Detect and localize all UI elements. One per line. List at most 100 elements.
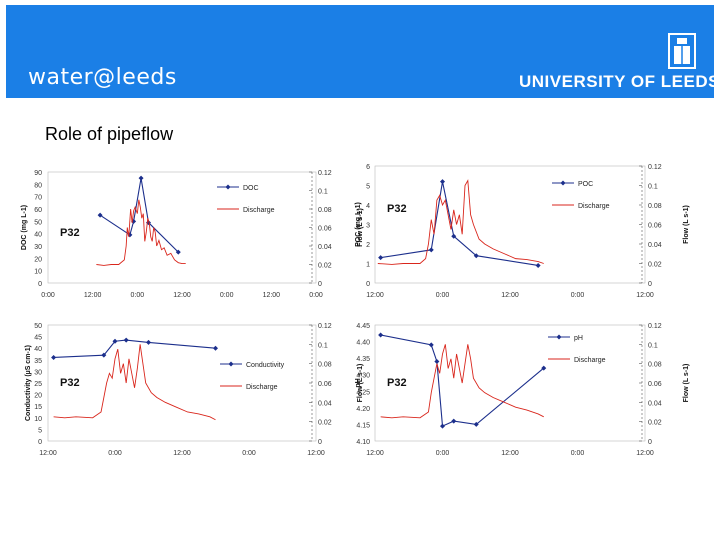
chart-panel-1: 0 10 20 30 40 50 60 70 80 90 0 0.02 0.04 0.06 0.08 0.1 0… <box>21 170 364 299</box>
plot-area <box>47 324 317 442</box>
y-tick-label: 20 <box>34 256 42 263</box>
y2-tick-label: 0.06 <box>318 381 332 388</box>
y-tick-label: 40 <box>34 346 42 353</box>
y2-axis-label: Flow (L s-1) <box>357 364 364 403</box>
y2-tick-label: 0 <box>318 439 322 446</box>
y-tick-label: 4.15 <box>356 422 370 429</box>
y-tick-label: 90 <box>34 170 42 177</box>
y2-tick-label: 0 <box>648 281 652 288</box>
y-tick-label: 6 <box>366 164 370 171</box>
site-label: P32 <box>387 377 407 389</box>
legend-label: Discharge <box>578 203 610 210</box>
legend-label: DOC <box>243 185 259 192</box>
y2-tick-label: 0 <box>648 439 652 446</box>
y-tick-label: 50 <box>34 219 42 226</box>
y-tick-label: 4.10 <box>356 439 370 446</box>
legend-marker <box>560 180 566 186</box>
data-point <box>440 179 445 185</box>
legend-marker <box>225 184 231 190</box>
x-tick-label: 12:00 <box>366 292 384 299</box>
university-name: UNIVERSITY OF LEEDS <box>519 72 720 91</box>
y-tick-label: 60 <box>34 207 42 214</box>
data-point <box>434 358 440 364</box>
x-tick-label: 0:00 <box>220 292 234 299</box>
y2-tick-label: 0.06 <box>318 226 332 233</box>
y-tick-label: 4.45 <box>356 323 370 330</box>
y-axis-label: POC (mg L-1) <box>355 202 362 247</box>
data-point <box>451 233 457 239</box>
x-tick-label: 12:00 <box>39 450 57 457</box>
y2-tick-label: 0.1 <box>648 342 658 349</box>
brand-name: water@leeds <box>28 65 177 90</box>
y-tick-label: 10 <box>34 269 42 276</box>
series-line-discharge <box>53 344 216 421</box>
data-point <box>541 365 547 371</box>
x-tick-label: 12:00 <box>263 292 281 299</box>
chart-panel-2: 0 1 2 3 4 5 6 0 0.02 0.04 0.06 0.08 0.1 0.12 12:00 0:00… <box>355 164 690 299</box>
plot-area <box>374 324 646 442</box>
y-tick-label: 25 <box>34 381 42 388</box>
y2-tick-label: 0.12 <box>648 323 662 330</box>
y-axis-label: pH <box>355 378 362 387</box>
y-tick-label: 0 <box>366 281 370 288</box>
y-tick-label: 15 <box>34 404 42 411</box>
legend-label: Discharge <box>243 207 275 214</box>
data-point <box>213 345 218 351</box>
y2-tick-label: 0.1 <box>318 342 328 349</box>
series-line-conductivity <box>53 339 216 359</box>
y2-tick-label: 0.06 <box>648 223 662 230</box>
plot-area <box>47 171 317 284</box>
data-point <box>378 332 384 338</box>
x-tick-label: 0:00 <box>108 450 122 457</box>
university-logo: UNIVERSITY OF LEEDS <box>509 30 719 100</box>
university-crest-icon <box>668 33 696 69</box>
y-tick-label: 0 <box>38 439 42 446</box>
y2-tick-label: 0.02 <box>318 263 332 270</box>
x-tick-label: 12:00 <box>84 292 102 299</box>
y-tick-label: 3 <box>366 223 370 230</box>
data-point <box>473 253 479 259</box>
y-tick-label: 30 <box>34 244 42 251</box>
x-tick-label: 12:00 <box>173 292 191 299</box>
data-point <box>101 352 107 358</box>
data-point <box>451 418 457 424</box>
y2-tick-label: 0.08 <box>318 362 332 369</box>
y-tick-label: 5 <box>38 427 42 434</box>
y2-tick-label: 0.06 <box>648 381 662 388</box>
y2-tick-label: 0.04 <box>318 244 332 251</box>
data-point <box>123 337 129 343</box>
y2-tick-label: 0.04 <box>648 400 662 407</box>
y-tick-label: 80 <box>34 182 42 189</box>
x-tick-label: 0:00 <box>131 292 145 299</box>
y-tick-label: 35 <box>34 358 42 365</box>
data-point <box>473 421 479 427</box>
y-tick-label: 0 <box>38 281 42 288</box>
data-point <box>146 339 151 345</box>
x-tick-label: 0:00 <box>309 292 323 299</box>
series-line-doc <box>99 178 179 253</box>
y2-axis-label: Flow (L s-1) <box>357 208 364 247</box>
y-tick-label: 4.30 <box>356 373 370 380</box>
x-tick-label: 12:00 <box>173 450 191 457</box>
legend-marker <box>556 334 562 340</box>
chart-panel-3: 0 5 10 15 20 25 30 35 40 45 50 0 0.02 0.04 0.06 0.08 0.1… <box>25 323 364 457</box>
y-tick-label: 45 <box>34 335 42 342</box>
legend-label: Discharge <box>246 384 278 391</box>
x-tick-label: 12:00 <box>366 450 384 457</box>
y-tick-label: 10 <box>34 416 42 423</box>
series-line-discharge <box>380 344 544 419</box>
x-tick-label: 0:00 <box>571 450 585 457</box>
x-tick-label: 0:00 <box>242 450 256 457</box>
y-tick-label: 30 <box>34 369 42 376</box>
y-tick-label: 4.25 <box>356 389 370 396</box>
data-point <box>535 262 541 268</box>
data-point <box>175 249 181 255</box>
series-line-poc <box>380 181 539 266</box>
y2-tick-label: 0.02 <box>318 420 332 427</box>
data-point <box>440 423 445 429</box>
y2-tick-label: 0.12 <box>318 170 332 177</box>
y2-tick-label: 0.08 <box>318 207 332 214</box>
x-tick-label: 12:00 <box>636 292 654 299</box>
y-tick-label: 20 <box>34 393 42 400</box>
